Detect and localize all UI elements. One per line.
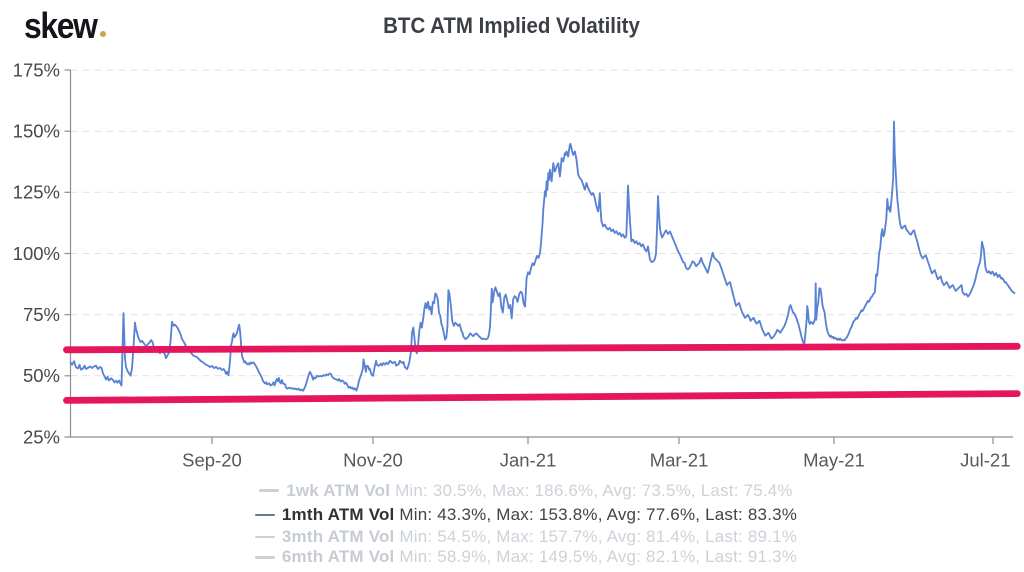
svg-text:125%: 125% bbox=[13, 182, 60, 203]
svg-text:150%: 150% bbox=[13, 121, 60, 142]
svg-text:50%: 50% bbox=[23, 365, 60, 386]
svg-text:75%: 75% bbox=[23, 304, 60, 325]
svg-text:Nov-20: Nov-20 bbox=[343, 450, 403, 471]
svg-text:Mar-21: Mar-21 bbox=[650, 450, 709, 471]
svg-text:May-21: May-21 bbox=[803, 450, 865, 471]
svg-text:100%: 100% bbox=[13, 243, 60, 264]
svg-text:Sep-20: Sep-20 bbox=[182, 450, 242, 471]
svg-text:Jul-21: Jul-21 bbox=[960, 450, 1010, 471]
svg-text:175%: 175% bbox=[13, 59, 60, 80]
svg-text:25%: 25% bbox=[23, 426, 60, 447]
svg-text:Jan-21: Jan-21 bbox=[500, 450, 557, 471]
